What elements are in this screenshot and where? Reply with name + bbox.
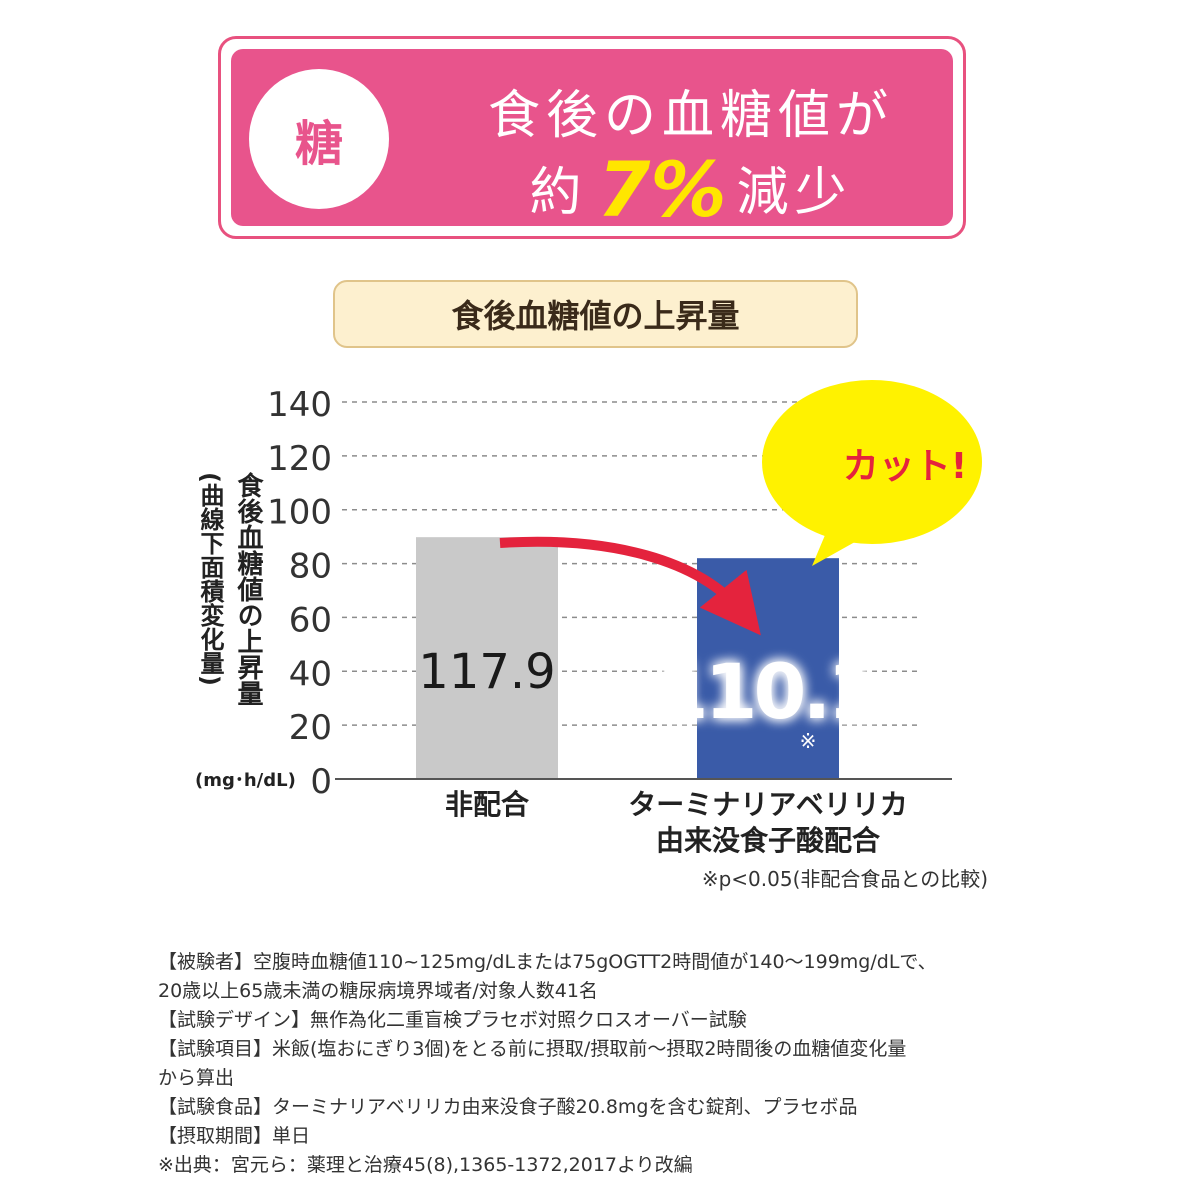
headline-line1: 食後の血糖値が — [487, 86, 894, 146]
footnote-line: 【試験食品】ターミナリアベリリカ由来没食子酸20.8mgを含む錠剤、プラセボ品 — [158, 1096, 858, 1118]
y-tick-label: 60 — [289, 600, 332, 640]
y-axis-unit: (mg･h/dL) — [195, 770, 296, 791]
x-tick-label: 非配合 — [445, 788, 530, 821]
footnote-line: 【被験者】空腹時血糖値110~125mg/dLまたは75gOGTT2時間値が14… — [158, 951, 937, 973]
sugar-badge: 糖 — [249, 69, 389, 209]
y-tick-label: 80 — [289, 547, 332, 587]
y-tick-label: 40 — [289, 654, 332, 694]
bar-value-label: 117.9 — [418, 644, 555, 700]
y-tick-label: 140 — [267, 385, 332, 425]
y-tick-label: 0 — [310, 762, 332, 802]
significance-note: ※p<0.05(非配合食品との比較) — [702, 867, 988, 891]
x-tick-label: 由来没食子酸配合 — [656, 824, 881, 857]
headline-line2: 約 7% 減少 — [431, 145, 951, 234]
y-tick-label: 120 — [267, 439, 332, 479]
y-tick-labels: 0 20 40 60 80 100 120 140 — [267, 385, 332, 802]
bar-value-label: 110.1 — [656, 647, 876, 736]
y-axis-label: 食後血糖値の上昇量 — [233, 471, 264, 706]
significance-mark: ※ — [800, 729, 817, 753]
bar — [416, 537, 558, 779]
study-footnotes: 【被験者】空腹時血糖値110~125mg/dLまたは75gOGTT2時間値が14… — [158, 948, 1058, 1180]
x-tick-label: ターミナリアベリリカ — [628, 788, 907, 821]
headline-prefix: 約 — [529, 163, 588, 223]
headline-banner: 糖 食後の血糖値が 約 7% 減少 — [218, 36, 966, 239]
headline-percent: 7% — [597, 145, 727, 234]
cut-callout: カット! — [762, 380, 982, 566]
footnote-line: 【試験項目】米飯(塩おにぎり3個)をとる前に摂取/摂取前〜摂取2時間後の血糖値変… — [158, 1038, 907, 1060]
cut-callout-text: カット! — [843, 446, 967, 487]
y-tick-label: 100 — [267, 493, 332, 533]
footnote-line: 【摂取期間】単日 — [158, 1125, 311, 1147]
footnote-line: 【試験デザイン】無作為化二重盲検プラセボ対照クロスオーバー試験 — [158, 1009, 747, 1031]
footnote-line: 20歳以上65歳未満の糖尿病境界域者/対象人数41名 — [158, 980, 598, 1002]
chart-title: 食後血糖値の上昇量 — [333, 280, 858, 348]
bar-value-labels: 117.9 110.1 — [418, 644, 880, 736]
footnote-line: ※出典：宮元ら：薬理と治療45(8),1365-1372,2017より改編 — [158, 1154, 693, 1176]
headline-suffix: 減少 — [736, 163, 853, 223]
y-tick-label: 20 — [289, 708, 332, 748]
footnote-line: から算出 — [158, 1067, 235, 1089]
y-axis-sublabel: (曲線下面積変化量) — [196, 472, 224, 686]
reduction-arrow — [499, 536, 761, 636]
headline-banner-fill: 糖 食後の血糖値が 約 7% 減少 — [231, 49, 953, 234]
